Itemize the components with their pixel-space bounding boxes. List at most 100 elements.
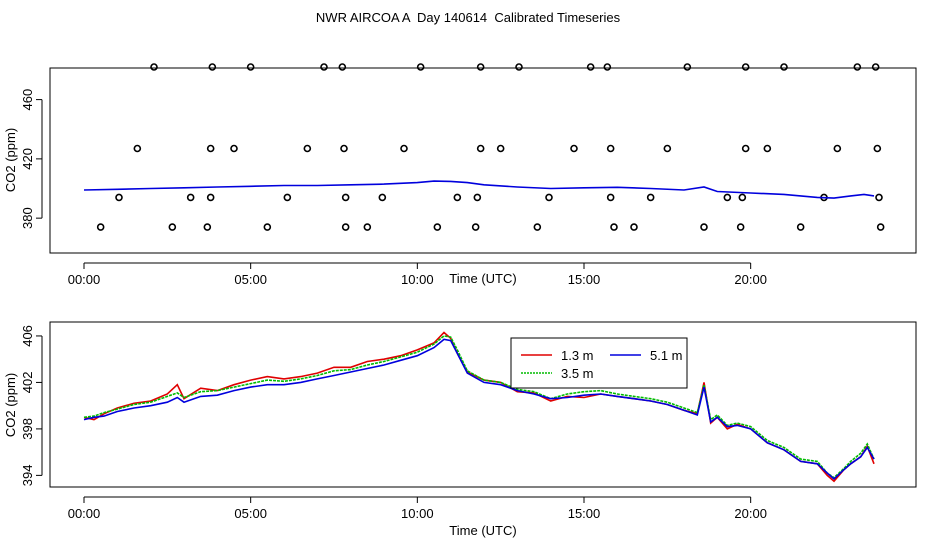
- scatter-point: [303, 144, 312, 153]
- y-tick-label: 380: [20, 207, 35, 229]
- scatter-point: [208, 63, 217, 71]
- y-axis-bottom: 394 398 402 406: [20, 325, 43, 487]
- scatter-point: [363, 223, 372, 231]
- x-tick-label: 15:00: [568, 506, 601, 521]
- scatter-point: [471, 223, 480, 231]
- plot-frame-top: [49, 67, 917, 254]
- scatter-point: [545, 193, 553, 202]
- x-tick-label: 20:00: [734, 506, 767, 521]
- scatter-point: [96, 223, 105, 231]
- y-axis-top: 380 420 460: [20, 89, 43, 229]
- scatter-point: [876, 223, 885, 231]
- scatter-point: [283, 193, 292, 202]
- scatter-point: [433, 223, 442, 231]
- y-tick-label: 394: [20, 465, 35, 487]
- panel-bottom: 00:00 05:00 10:00 15:00 20:00 394 398 402 406 T…: [3, 321, 917, 538]
- scatter-point: [683, 63, 692, 71]
- series-line-5-1-m: [83, 338, 875, 480]
- x-axis-bottom: 00:00 05:00 10:00 15:00 20:00: [68, 496, 767, 521]
- scatter-point: [203, 223, 212, 231]
- scatter-point: [875, 193, 883, 202]
- x-axis-label-top: Time (UTC): [449, 271, 516, 286]
- scatter-point: [515, 63, 523, 71]
- scatter-point: [723, 193, 732, 202]
- x-tick-label: 05:00: [234, 506, 267, 521]
- scatter-point: [741, 63, 750, 71]
- scatter-point: [400, 144, 408, 153]
- scatter-point: [700, 223, 708, 231]
- scatter-point: [378, 193, 387, 202]
- scatter-point: [780, 63, 788, 71]
- scatter-point: [115, 193, 123, 202]
- scatter-point: [738, 193, 747, 202]
- scatter-point: [736, 223, 745, 231]
- scatter-point: [630, 223, 638, 231]
- y-tick-label: 460: [20, 89, 35, 111]
- x-tick-label: 00:00: [68, 272, 101, 287]
- y-tick-label: 406: [20, 325, 35, 347]
- legend-label-1-3m: 1.3 m: [561, 348, 594, 363]
- series-lines-bottom: [83, 331, 875, 483]
- scatter-point: [606, 144, 615, 153]
- scatter-point: [263, 223, 272, 231]
- scatter-point: [416, 63, 425, 71]
- scatter-point: [168, 223, 177, 231]
- y-tick-label: 398: [20, 418, 35, 440]
- x-tick-label: 15:00: [568, 272, 601, 287]
- x-tick-label: 10:00: [401, 272, 434, 287]
- x-tick-label: 10:00: [401, 506, 434, 521]
- scatter-point: [206, 193, 215, 202]
- scatter-point: [586, 63, 595, 71]
- scatter-point: [338, 63, 347, 71]
- scatter-point: [230, 144, 238, 153]
- x-tick-label: 20:00: [734, 272, 767, 287]
- series-line-3-5-m: [83, 335, 875, 479]
- scatter-point: [663, 144, 672, 153]
- scatter-point: [763, 144, 772, 153]
- scatter-point: [833, 144, 842, 153]
- panel-top: 00:00 05:00 10:00 15:00 20:00 380 420 460 Time…: [3, 63, 917, 287]
- scatter-point: [570, 144, 578, 153]
- scatter-point: [610, 223, 618, 231]
- scatter-point: [646, 193, 655, 202]
- scatter-point: [873, 144, 882, 153]
- scatter-point: [340, 144, 348, 153]
- scatter-point: [796, 223, 805, 231]
- y-axis-label-top: CO2 (ppm): [3, 128, 18, 192]
- scatter-point: [871, 63, 880, 71]
- legend: 1.3 m 3.5 m 5.1 m: [510, 337, 688, 389]
- x-tick-label: 05:00: [234, 272, 267, 287]
- scatter-point: [533, 223, 542, 231]
- y-axis-label-bottom: CO2 (ppm): [3, 373, 18, 437]
- scatter-point: [206, 144, 215, 153]
- series-lines-top: [83, 180, 875, 199]
- scatter-point: [606, 193, 615, 202]
- scatter-point: [473, 193, 482, 202]
- legend-label-3-5m: 3.5 m: [561, 366, 594, 381]
- plot-frame-bottom: [49, 321, 917, 488]
- scatter-point: [341, 223, 350, 231]
- scatter-point: [186, 193, 195, 202]
- legend-frame: [510, 337, 688, 389]
- scatter-point: [133, 144, 142, 153]
- x-tick-label: 00:00: [68, 506, 101, 521]
- x-axis-label-bottom: Time (UTC): [449, 523, 516, 538]
- scatter-point: [476, 144, 485, 153]
- scatter-point: [496, 144, 505, 153]
- scatter-point: [341, 193, 350, 202]
- legend-label-5-1m: 5.1 m: [650, 348, 683, 363]
- y-tick-label: 420: [20, 148, 35, 170]
- scatter-point: [453, 193, 462, 202]
- scatter-point: [603, 63, 612, 71]
- scatter-point: [476, 63, 485, 71]
- page-title: NWR AIRCOA A Day 140614 Calibrated Times…: [315, 10, 621, 25]
- scatter-points: [96, 63, 885, 231]
- series-line-1-3-m: [83, 331, 875, 483]
- series-line-co2: [83, 180, 875, 199]
- x-axis-top: 00:00 05:00 10:00 15:00 20:00: [68, 262, 767, 287]
- scatter-point: [150, 63, 158, 71]
- scatter-point: [741, 144, 750, 153]
- scatter-point: [246, 63, 255, 71]
- y-tick-label: 402: [20, 372, 35, 394]
